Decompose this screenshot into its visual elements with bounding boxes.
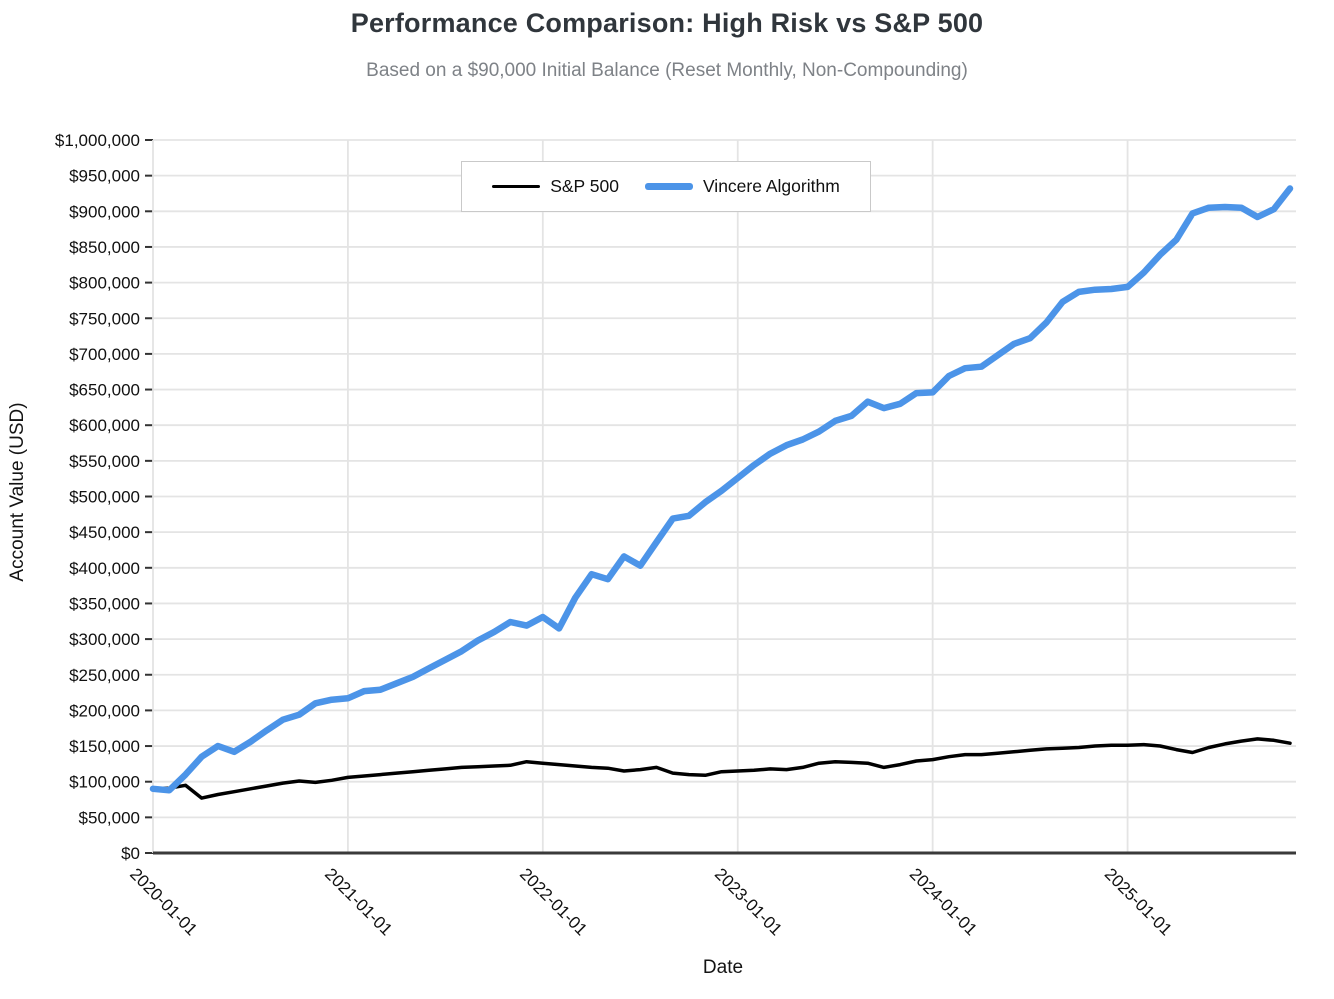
y-tick-label: $700,000: [69, 345, 140, 364]
x-axis-title: Date: [702, 957, 744, 978]
y-tick-label: $450,000: [69, 523, 140, 542]
y-tick-label: $950,000: [69, 167, 140, 186]
y-tick-label: $650,000: [69, 381, 140, 400]
x-tick-label: 2020-01-01: [126, 864, 201, 939]
y-tick-label: $850,000: [69, 238, 140, 257]
series-line-vincere: [149, 185, 1294, 794]
y-axis-title: Account Value (USD): [7, 402, 28, 582]
x-tick-label: 2021-01-01: [321, 864, 396, 939]
x-tick-label: 2023-01-01: [711, 864, 786, 939]
y-tick-label: $150,000: [69, 737, 140, 756]
sp500-line-swatch: [492, 184, 541, 189]
x-tick-label: 2025-01-01: [1101, 864, 1176, 939]
chart-legend: S&P 500 Vincere Algorithm: [461, 161, 871, 212]
legend-item-vincere: Vincere Algorithm: [644, 176, 840, 197]
y-tick-label: $0: [121, 844, 140, 863]
legend-item-sp500: S&P 500: [492, 176, 619, 197]
legend-label-sp500: S&P 500: [550, 176, 619, 196]
y-tick-label: $1,000,000: [55, 131, 140, 150]
y-tick-label: $750,000: [69, 309, 140, 328]
y-tick-label: $200,000: [69, 701, 140, 720]
y-tick-label: $500,000: [69, 488, 140, 507]
y-tick-label: $300,000: [69, 630, 140, 649]
y-tick-label: $400,000: [69, 559, 140, 578]
y-tick-label: $100,000: [69, 773, 140, 792]
y-tick-label: $250,000: [69, 666, 140, 685]
chart-subtitle: Based on a $90,000 Initial Balance (Rese…: [366, 60, 968, 81]
y-tick-label: $350,000: [69, 594, 140, 613]
y-tick-label: $50,000: [79, 808, 140, 827]
vincere-line-swatch: [644, 183, 693, 190]
y-tick-label: $550,000: [69, 452, 140, 471]
chart-title: Performance Comparison: High Risk vs S&P…: [350, 8, 984, 38]
x-tick-label: 2024-01-01: [906, 864, 981, 939]
x-tick-label: 2022-01-01: [516, 864, 591, 939]
legend-label-vincere: Vincere Algorithm: [702, 176, 840, 196]
y-tick-label: $800,000: [69, 274, 140, 293]
y-tick-label: $900,000: [69, 202, 140, 221]
y-tick-label: $600,000: [69, 416, 140, 435]
series-line-sp500: [151, 737, 1292, 800]
